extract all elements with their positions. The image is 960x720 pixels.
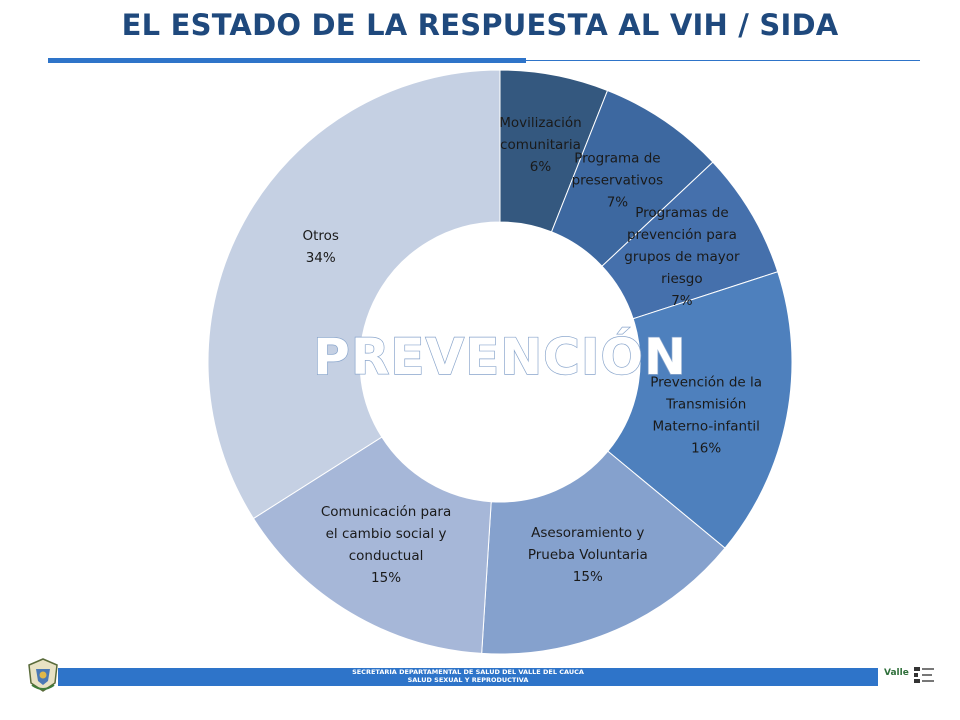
slice-label-line: 15% [371,570,401,586]
donut-slice [252,436,492,654]
slice-label-line: conductual [349,548,424,564]
slice-label-line: Otros [302,228,338,244]
slice-label-line: grupos de mayor [624,249,740,265]
slice-label: Programas de prevención para grupos de may… [624,205,740,309]
slice-label: Otros 34% [302,228,338,266]
slice-label-line: 7% [671,293,693,309]
slice-label-line: el cambio social y [326,526,447,542]
donut-slice [481,450,726,655]
slice-label: Movilización comunitaria 6% [499,115,582,175]
title-divider-accent [48,58,526,63]
slice-label-line: prevención para [627,227,737,243]
slice-label: Comunicación para el cambio social y condu… [321,504,451,586]
footer-line-2: SALUD SEXUAL Y REPRODUCTIVA [407,675,529,684]
slice-label: Prevención de la Transmisión Materno-infan… [650,374,762,456]
page-title: EL ESTADO DE LA RESPUESTA AL VIH / SIDA [121,8,839,42]
slice-label-line: Materno-infantil [652,418,759,434]
footer-line-1: SECRETARIA DEPARTAMENTAL DE SALUD DEL VA… [352,668,584,676]
slice-label-line: Programas de [635,205,728,221]
slice-label-line: preservativos [572,172,664,188]
slice-label-line: comunitaria [500,137,581,153]
department-seal-icon [28,658,58,692]
slice-label-line: Movilización [499,115,582,131]
donut-slice [607,271,793,549]
chart-slices [207,69,793,655]
valle-logo-text: Valle [884,668,909,678]
slice-label-line: 16% [691,440,721,456]
slice-label: Asesoramiento y Prueba Voluntaria 15% [528,525,648,585]
donut-slice [207,69,501,520]
slice-label-line: Comunicación para [321,504,451,520]
slice-label-line: Programa de [574,150,660,166]
valle-logo-icon [884,666,934,686]
slice-label-line: Asesoramiento y [531,525,644,541]
slice-label-line: Prevención de la [650,374,762,390]
slice-label: Programa de preservativos 7% [572,150,664,210]
center-label: PREVENCIÓN [313,327,687,386]
slice-label-line: 6% [530,159,552,175]
slice-label-line: 15% [573,569,603,585]
slice-label-line: 7% [607,194,629,210]
slice-label-line: Transmisión [665,396,746,412]
footer-banner: SECRETARIA DEPARTAMENTAL DE SALUD DEL VA… [58,668,878,686]
chart-slice-labels: Movilización comunitaria 6% Programa de pres… [302,115,762,586]
slice-label-line: Prueba Voluntaria [528,547,648,563]
slice-label-line: 34% [306,250,336,266]
slice-label-line: riesgo [661,271,702,287]
